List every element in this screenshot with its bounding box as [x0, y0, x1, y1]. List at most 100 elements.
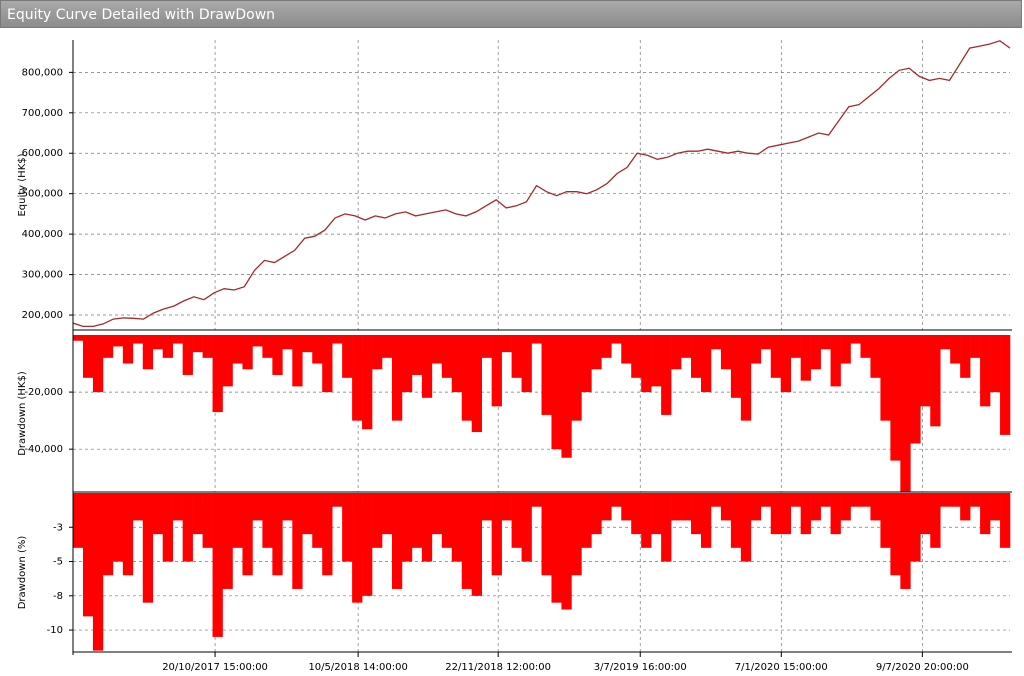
drawdown-bar: [431, 493, 443, 535]
drawdown-bar: [880, 493, 891, 548]
drawdown-bar: [212, 493, 223, 637]
drawdown-bar: [720, 493, 732, 521]
drawdown-bar: [501, 493, 512, 521]
y-tick-label: 800,000: [22, 67, 63, 78]
drawdown-bar: [571, 335, 582, 421]
drawdown-bar: [282, 335, 293, 350]
drawdown-bar: [760, 335, 772, 350]
drawdown-bar: [222, 335, 233, 387]
drawdown-bar: [661, 335, 672, 415]
drawdown-bar: [372, 493, 383, 548]
drawdown-bar: [112, 493, 124, 562]
drawdown-bar: [681, 493, 692, 521]
drawdown-bar: [322, 493, 333, 576]
drawdown-bar: [980, 493, 991, 535]
drawdown-bar: [202, 493, 213, 548]
drawdown-bar: [950, 335, 961, 364]
y-axis-label: Equity (HK$): [17, 153, 28, 216]
drawdown-bar: [930, 335, 941, 427]
drawdown-bar: [282, 493, 293, 521]
drawdown-bar: [92, 335, 104, 393]
drawdown-bar: [960, 493, 971, 521]
drawdown-bar: [252, 493, 263, 521]
drawdown-bar: [551, 335, 562, 450]
drawdown-bar: [631, 493, 642, 535]
drawdown-bar: [102, 493, 114, 576]
drawdown-bar: [342, 493, 353, 562]
drawdown-bar: [391, 335, 403, 421]
drawdown-bar: [332, 335, 343, 344]
drawdown-bar: [561, 335, 572, 458]
drawdown-bar: [152, 335, 164, 350]
drawdown-bar: [232, 335, 243, 364]
drawdown-bar: [481, 335, 492, 358]
drawdown-bar: [242, 493, 253, 576]
drawdown-bar: [162, 493, 173, 562]
drawdown-bar: [561, 493, 572, 610]
drawdown-bar: [431, 335, 443, 364]
drawdown-bar: [152, 493, 164, 535]
drawdown-bar: [212, 335, 223, 413]
drawdown-bar: [671, 335, 682, 370]
drawdown-bar: [870, 493, 881, 521]
drawdown-bar: [491, 493, 502, 576]
drawdown-bar: [302, 335, 313, 353]
x-tick-label: 9/7/2020 20:00:00: [876, 662, 969, 673]
drawdown-bar: [970, 493, 981, 507]
drawdown-bar: [362, 493, 373, 596]
drawdown-bar: [990, 493, 1001, 521]
drawdown-bar: [990, 335, 1001, 393]
drawdown-bar: [1000, 335, 1011, 435]
drawdown-bar: [222, 493, 233, 589]
drawdown-bar: [940, 493, 951, 507]
drawdown-bar: [750, 493, 762, 521]
drawdown-bar: [73, 335, 84, 341]
drawdown-bar: [182, 335, 193, 375]
drawdown-bar: [202, 335, 213, 358]
drawdown-bar: [740, 335, 752, 421]
drawdown-bar: [531, 335, 542, 344]
drawdown-bar: [401, 335, 413, 393]
y-tick-label: -5: [53, 557, 63, 568]
drawdown-bar: [860, 493, 871, 507]
drawdown-bar: [172, 335, 183, 344]
drawdown-bar: [870, 335, 881, 378]
drawdown-bar: [352, 335, 363, 421]
drawdown-bar: [421, 493, 433, 562]
drawdown-bar: [92, 493, 104, 651]
drawdown-bar: [322, 335, 333, 393]
drawdown-bar: [581, 493, 592, 548]
drawdown-bar: [382, 335, 393, 358]
drawdown-bar: [840, 493, 851, 521]
window-title: Equity Curve Detailed with DrawDown: [0, 0, 1022, 28]
drawdown-bar: [950, 493, 961, 507]
drawdown-bar: [591, 493, 602, 535]
drawdown-bar: [481, 493, 492, 521]
drawdown-bar: [262, 493, 273, 548]
drawdown-bar: [421, 335, 433, 398]
drawdown-bar: [651, 335, 662, 387]
x-tick-label: 20/10/2017 15:00:00: [162, 662, 268, 673]
drawdown-bar: [102, 335, 114, 358]
drawdown-bar: [312, 493, 323, 548]
x-tick-label: 22/11/2018 12:00:00: [445, 662, 551, 673]
drawdown-bar: [132, 493, 144, 521]
drawdown-bar: [940, 335, 951, 350]
equity-line: [72, 40, 1011, 328]
drawdown-bar: [461, 335, 473, 421]
drawdown-bar: [541, 493, 552, 576]
drawdown-bar: [342, 335, 353, 378]
drawdown-bar: [980, 335, 991, 407]
drawdown-bar: [581, 335, 592, 393]
drawdown-bar: [451, 493, 463, 562]
drawdown-bar: [621, 335, 632, 364]
drawdown-bar: [790, 493, 801, 507]
drawdown-bar: [312, 335, 323, 364]
drawdown-bar: [880, 335, 891, 421]
y-tick-label: -8: [53, 591, 63, 602]
drawdown-bar: [571, 493, 582, 576]
drawdown-bar: [820, 335, 831, 350]
chart: Equity (HK$) 200,000 300,000 400,000 500,000…: [17, 40, 1012, 673]
drawdown-bar: [272, 335, 283, 375]
drawdown-bar: [391, 493, 403, 589]
